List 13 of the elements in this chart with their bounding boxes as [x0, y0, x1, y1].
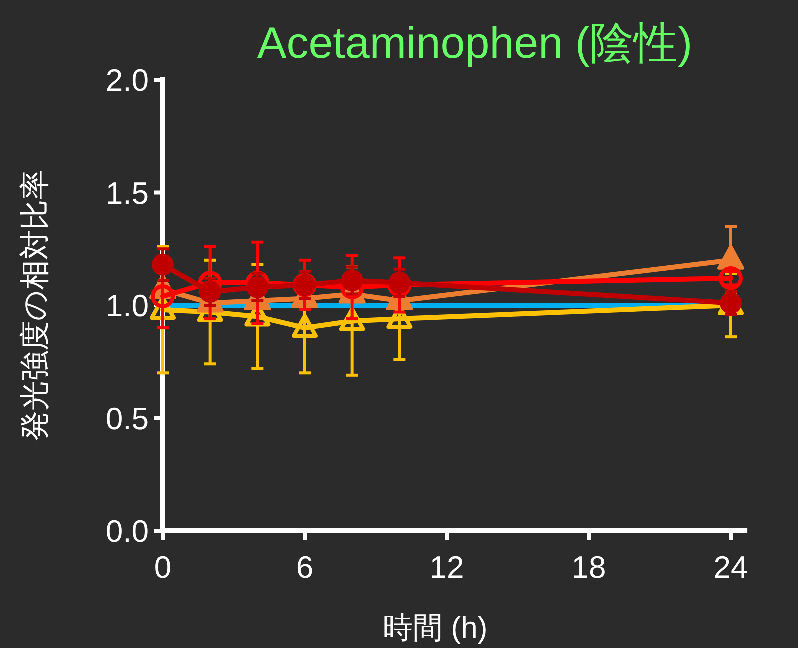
x-axis-title: 時間 (h)	[382, 612, 488, 645]
y-tick-label: 0.0	[106, 514, 149, 549]
x-tick-label: 0	[154, 550, 172, 585]
y-tick-label: 1.5	[106, 176, 149, 211]
x-tick-label: 12	[430, 550, 464, 585]
y-tick-label: 2.0	[106, 63, 149, 98]
x-tick-label: 6	[296, 550, 314, 585]
x-tick-label: 18	[572, 550, 606, 585]
y-tick-label: 1.0	[106, 288, 149, 324]
y-tick-label: 0.5	[106, 401, 149, 436]
chart-title: Acetaminophen (陰性)	[257, 19, 693, 68]
y-axis-title: 発光強度の相対比率	[19, 170, 52, 441]
x-tick-label: 24	[714, 550, 748, 585]
